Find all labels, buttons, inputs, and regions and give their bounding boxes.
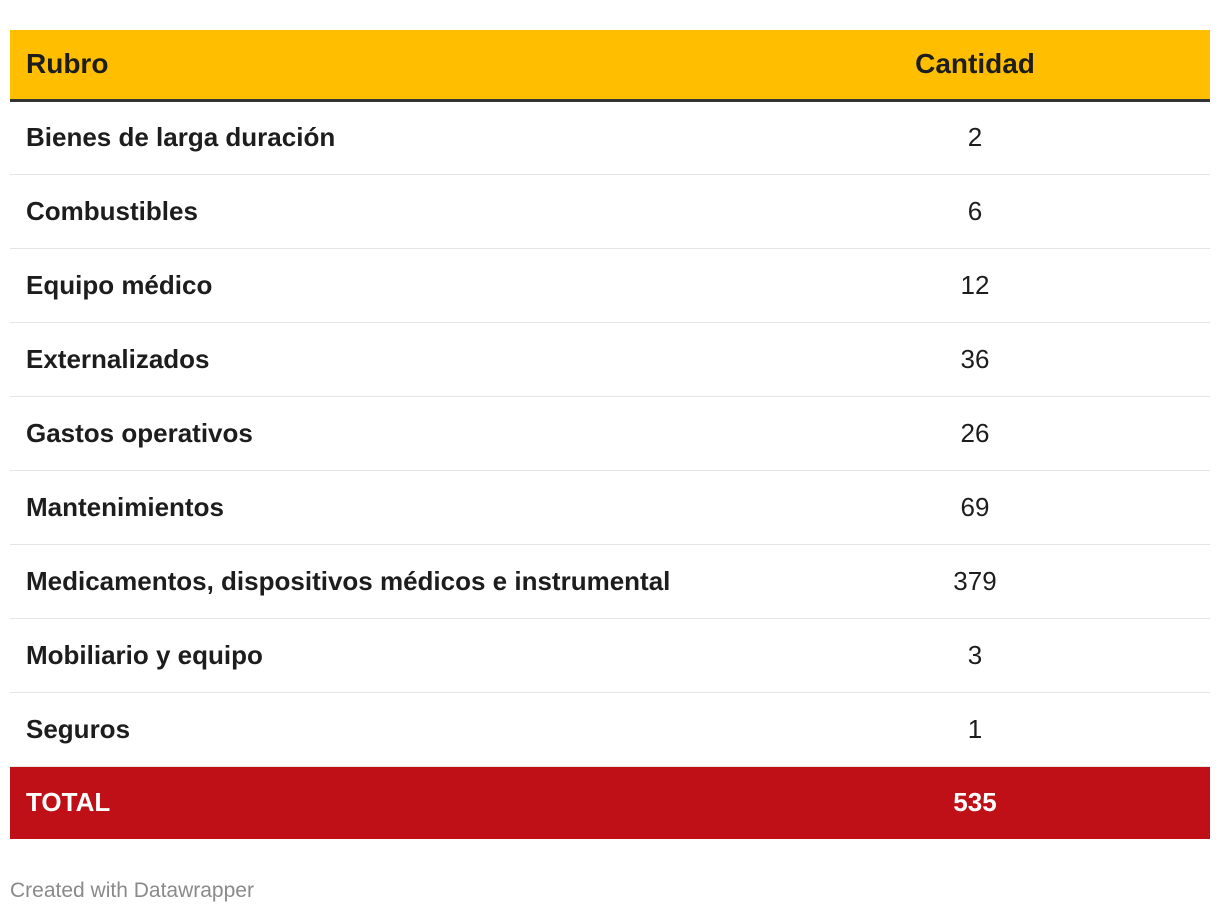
row-value: 36: [845, 322, 1105, 397]
total-label: TOTAL: [26, 787, 111, 818]
row-label: Mantenimientos: [10, 470, 845, 545]
row-label: Medicamentos, dispositivos médicos e ins…: [10, 544, 845, 619]
table-row: Mobiliario y equipo 3: [10, 618, 1210, 693]
row-label: Combustibles: [10, 174, 845, 249]
row-value: 12: [845, 248, 1105, 323]
row-label: Gastos operativos: [10, 396, 845, 471]
row-value: 379: [845, 544, 1105, 619]
table-row: Bienes de larga duración 2: [10, 100, 1210, 175]
data-table: Rubro Cantidad Bienes de larga duración …: [10, 30, 1210, 839]
table-container: Rubro Cantidad Bienes de larga duración …: [10, 30, 1210, 839]
row-spacer: [1105, 100, 1210, 175]
table-row: Seguros 1: [10, 692, 1210, 767]
row-spacer: [1105, 248, 1210, 323]
table-row: Equipo médico 12: [10, 248, 1210, 323]
table-row: Externalizados 36: [10, 322, 1210, 397]
total-value: 535: [953, 787, 997, 818]
row-value: 2: [845, 100, 1105, 175]
table-row: Combustibles 6: [10, 174, 1210, 249]
row-spacer: [1105, 618, 1210, 693]
row-spacer: [1105, 692, 1210, 767]
table-row: Mantenimientos 69: [10, 470, 1210, 545]
row-label: Bienes de larga duración: [10, 100, 845, 175]
row-spacer: [1105, 544, 1210, 619]
row-spacer: [1105, 322, 1210, 397]
row-value: 6: [845, 174, 1105, 249]
row-value: 3: [845, 618, 1105, 693]
table-row: Medicamentos, dispositivos médicos e ins…: [10, 544, 1210, 619]
column-header-rubro: Rubro: [10, 30, 845, 102]
total-row: TOTAL 535: [10, 766, 1210, 839]
row-value: 26: [845, 396, 1105, 471]
row-spacer: [1105, 174, 1210, 249]
datawrapper-credit[interactable]: Created with Datawrapper: [10, 879, 254, 902]
row-label: Seguros: [10, 692, 845, 767]
row-label: Externalizados: [10, 322, 845, 397]
table-header-row: Rubro Cantidad: [10, 30, 1210, 102]
row-spacer: [1105, 470, 1210, 545]
row-value: 69: [845, 470, 1105, 545]
table-row: Gastos operativos 26: [10, 396, 1210, 471]
total-spacer: [1105, 766, 1210, 839]
row-label: Mobiliario y equipo: [10, 618, 845, 693]
row-value: 1: [845, 692, 1105, 767]
row-label: Equipo médico: [10, 248, 845, 323]
row-spacer: [1105, 396, 1210, 471]
column-header-cantidad: Cantidad: [845, 30, 1105, 102]
column-header-spacer: [1105, 30, 1210, 102]
